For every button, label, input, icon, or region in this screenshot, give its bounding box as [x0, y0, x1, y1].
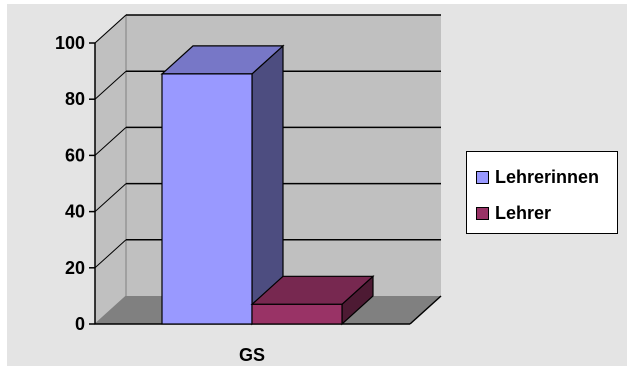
category-label-gs: GS — [239, 345, 265, 365]
y-tick-label: 60 — [65, 145, 85, 165]
y-tick-label: 40 — [65, 202, 85, 222]
bar-lehrerinnen — [160, 44, 285, 326]
legend-label-lehrer: Lehrer — [495, 202, 552, 223]
legend-swatch-lehrerinnen — [476, 170, 489, 184]
gridline-side — [94, 239, 127, 269]
legend: Lehrerinnen Lehrer — [466, 151, 618, 234]
bars — [160, 44, 375, 326]
legend-swatch-lehrer — [476, 206, 489, 220]
legend-label-lehrerinnen: Lehrerinnen — [495, 166, 600, 187]
y-axis-ticks: 0 20 40 60 80 100 — [55, 33, 95, 334]
bar-front — [161, 73, 253, 325]
gridline-side — [94, 183, 127, 212]
y-tick-label: 80 — [65, 89, 85, 109]
legend-item-lehrerinnen: Lehrerinnen — [476, 167, 599, 187]
gridline-side — [94, 127, 127, 156]
bar-front — [251, 303, 343, 325]
y-tick-label: 20 — [65, 258, 85, 278]
legend-item-lehrer: Lehrer — [476, 203, 551, 223]
side-wall — [94, 13, 127, 326]
gridline-side — [94, 14, 127, 44]
floor-right-edge — [409, 295, 442, 325]
y-tick-label: 100 — [55, 33, 85, 53]
y-tick-label: 0 — [75, 314, 85, 334]
bar-lehrer — [250, 274, 375, 326]
gridline-side — [94, 70, 127, 100]
